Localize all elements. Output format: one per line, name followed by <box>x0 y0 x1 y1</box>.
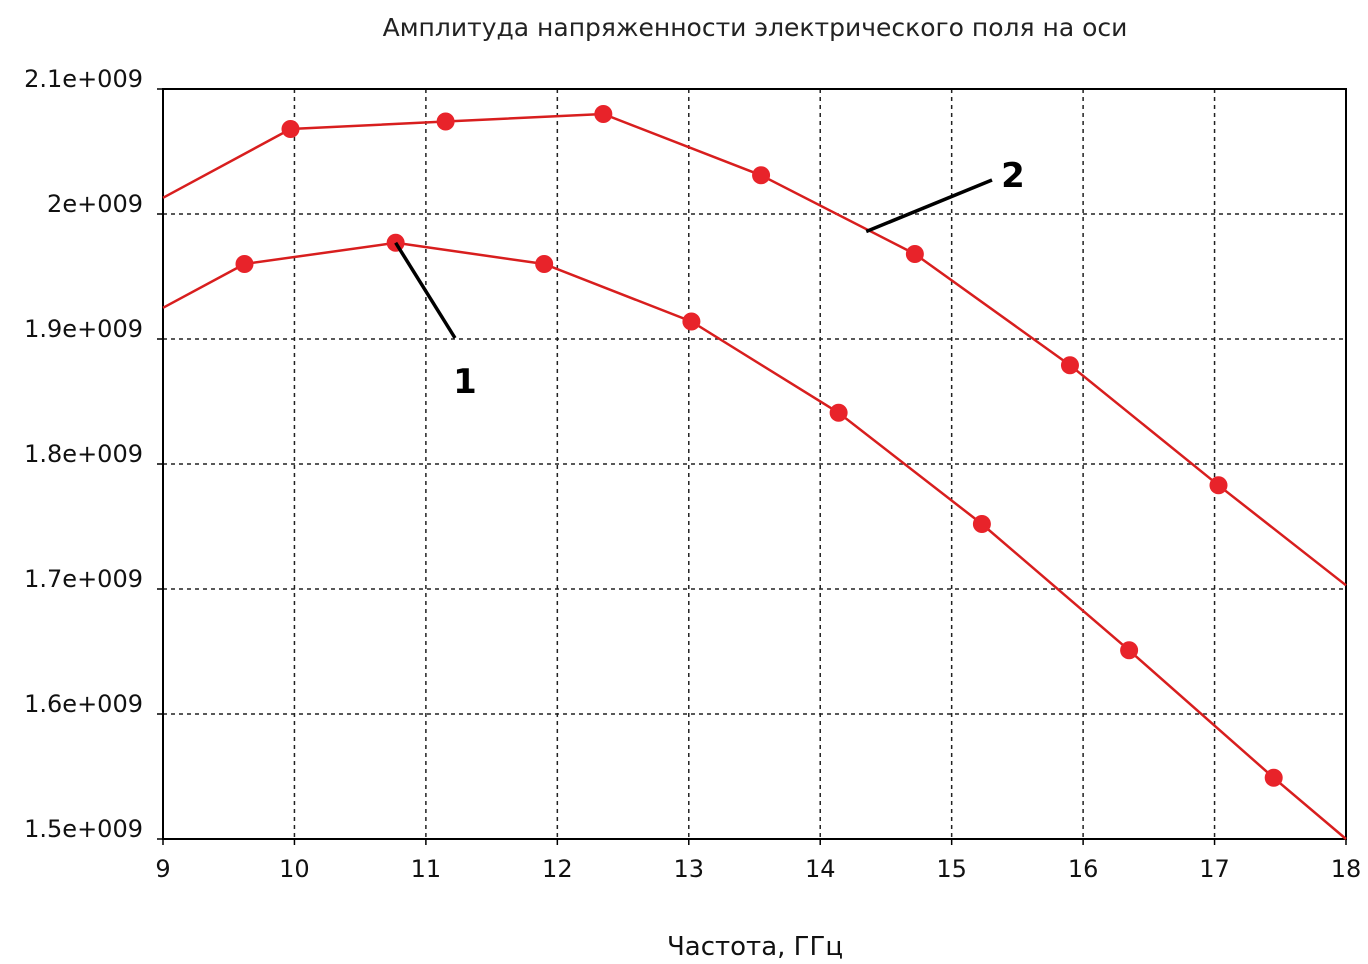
x-tick-label: 18 <box>1331 855 1362 883</box>
y-tick-label: 1.9e+009 <box>24 315 143 343</box>
x-tick-label: 14 <box>805 855 836 883</box>
x-tick-label: 15 <box>936 855 967 883</box>
y-tick-label: 1.7e+009 <box>24 565 143 593</box>
x-tick-label: 11 <box>411 855 442 883</box>
data-point <box>535 255 554 273</box>
x-tick-label: 13 <box>674 855 705 883</box>
annotations: 12 <box>394 156 1025 402</box>
x-tick-label: 16 <box>1068 855 1099 883</box>
y-tick-label: 2.1e+009 <box>24 65 143 93</box>
series-line <box>162 241 1347 840</box>
data-point <box>436 112 455 131</box>
chart-title: Амплитуда напряженности электрического п… <box>383 13 1128 42</box>
annotation-label: 2 <box>1001 156 1025 196</box>
x-tick-label: 9 <box>155 855 170 883</box>
data-point <box>752 166 771 185</box>
series-line <box>162 112 1347 587</box>
x-axis-label: Частота, ГГц <box>667 932 843 962</box>
data-point <box>235 255 254 273</box>
annotation-label: 1 <box>453 362 477 402</box>
data-point <box>682 312 701 331</box>
grid <box>163 89 1346 839</box>
data-point <box>829 403 848 422</box>
data-point <box>905 245 924 263</box>
series <box>162 105 1347 840</box>
data-point <box>1209 476 1228 495</box>
series-1 <box>162 233 1347 840</box>
x-tick-label: 10 <box>279 855 310 883</box>
data-point <box>1264 768 1283 787</box>
data-point <box>972 515 991 533</box>
data-point <box>1060 356 1079 375</box>
annotation-leader <box>865 178 993 234</box>
data-point <box>1120 641 1139 660</box>
axis-ticks: 9 10 11 12 13 14 15 16 17 181.5e+0091.6e+0091.7e+… <box>24 65 1361 883</box>
annotation-leader <box>394 241 457 339</box>
y-tick-label: 2e+009 <box>47 190 143 218</box>
y-tick-label: 1.5e+009 <box>24 815 143 843</box>
y-tick-label: 1.8e+009 <box>24 440 143 468</box>
series-2 <box>162 105 1347 587</box>
x-tick-label: 17 <box>1199 855 1230 883</box>
data-point <box>594 105 613 123</box>
data-point <box>281 120 300 138</box>
y-tick-label: 1.6e+009 <box>24 690 143 718</box>
x-tick-label: 12 <box>542 855 573 883</box>
